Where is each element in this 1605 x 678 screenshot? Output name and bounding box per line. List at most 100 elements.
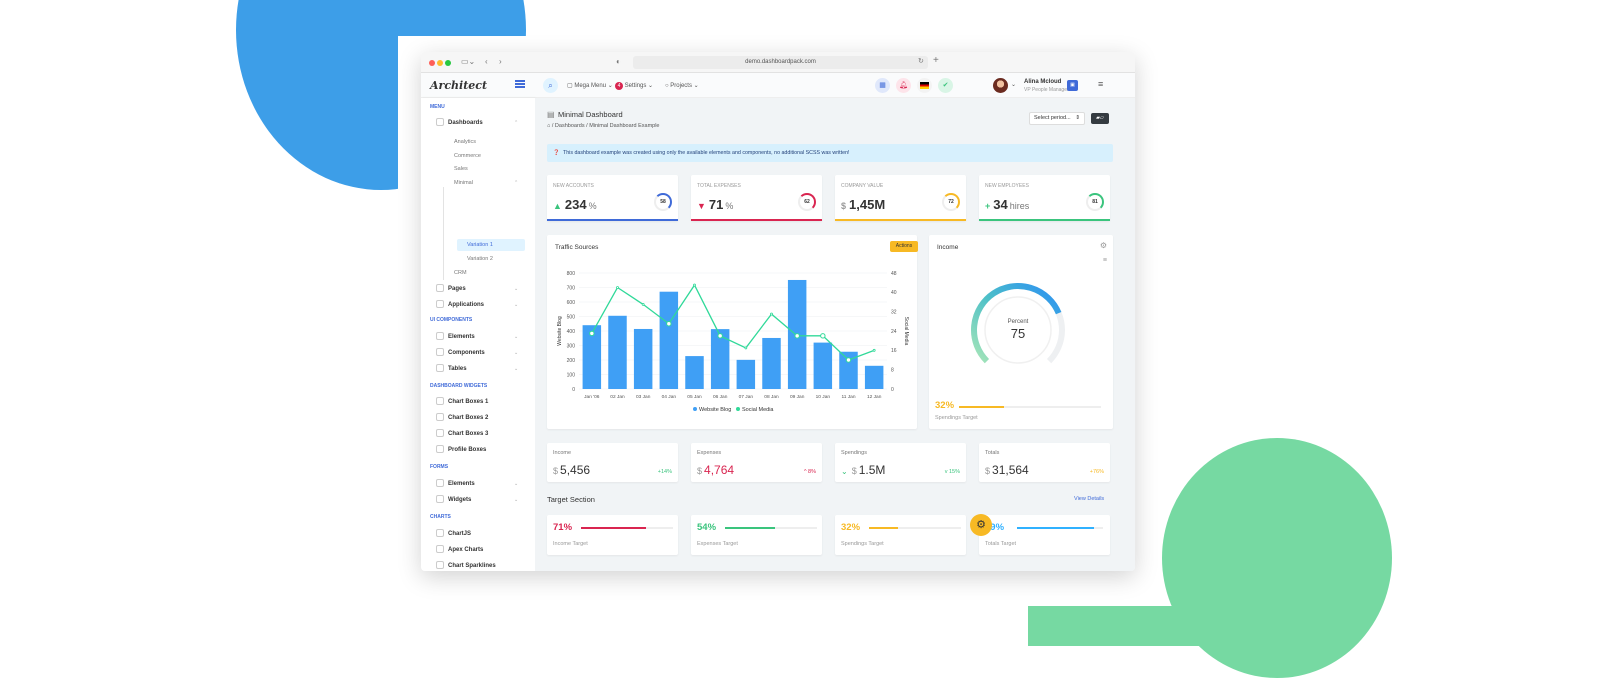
target-label: Totals Target [985,541,1017,547]
sidebar-item-elements[interactable]: Elements [448,334,475,340]
target-bar [869,527,961,529]
gear-icon[interactable]: ⚙ [1099,241,1107,250]
maximize-window-button[interactable] [445,60,451,66]
app-logo[interactable]: Architect [430,79,488,92]
traffic-sources-card: Traffic Sources Actions 0 100 200 300 400 500… [547,235,918,429]
line-point [770,312,773,316]
y-tick-label: 700 [567,285,576,291]
sidebar-item-chart-boxes-2[interactable]: Chart Boxes 2 [448,415,489,421]
y2-tick-label: 16 [891,348,897,354]
bar [736,359,756,389]
sidebar: Menu Dashboards ⌃ Analytics Commerce Sal… [421,98,535,571]
summary-number: 4,764 [704,463,735,477]
target-value: 89% [985,522,1005,533]
forward-icon[interactable]: › [499,57,502,66]
hamburger-icon[interactable] [515,80,525,88]
sidebar-item-form-widgets[interactable]: Widgets [448,497,472,503]
back-icon[interactable]: ‹ [485,57,488,66]
sidebar-item-dashboards[interactable]: Dashboards [448,120,483,126]
kpi-ring: 81 [1086,193,1104,211]
legend-marker [693,407,697,411]
sidebar-item-apex-charts[interactable]: Apex Charts [448,547,484,553]
chevron-down-icon: ⌄ [514,366,519,372]
sidebar-item-components[interactable]: Components [448,350,485,356]
chevron-down-icon: ⌄ [514,286,519,292]
sidebar-item-tables[interactable]: Tables [448,366,467,372]
sidebar-item-analytics[interactable]: Analytics [454,139,477,145]
income-target-value: 32% [935,400,955,411]
menu-mega[interactable]: ▢ Mega Menu ⌄ [567,83,613,89]
y2-axis-label: Social Media [903,317,909,346]
sidebar-item-crm[interactable]: CRM [454,270,467,276]
toggle-button[interactable]: ▰▱ [1091,113,1109,124]
sidebar-heading-menu: Menu [430,104,445,110]
sidebar-item-sales[interactable]: Sales [454,166,468,172]
actions-button[interactable]: Actions [890,241,918,252]
sidebar-item-form-elements[interactable]: Elements [448,481,475,487]
bar [659,291,679,389]
page-title: Minimal Dashboard [558,110,623,119]
y2-tick-label: 0 [891,387,894,393]
legend-marker [736,407,740,411]
grid-icon[interactable]: ▦ [875,78,890,93]
legend-label: Website Blog [699,407,731,413]
reload-icon[interactable]: ↻ [918,58,924,65]
line-point [693,283,696,287]
kpi-value: $1,45M [841,197,887,212]
settings-fab[interactable]: ⚙ [970,514,992,536]
summary-label: Income [553,450,572,456]
summary-label: Totals [985,450,1000,456]
breadcrumb-current: Minimal Dashboard Example [589,123,660,129]
y-tick-label: 800 [567,271,576,277]
home-icon[interactable]: ⌂ [547,123,551,129]
breadcrumb-dashboards[interactable]: Dashboards [554,123,585,129]
rocket-icon [436,118,444,126]
new-tab-icon[interactable]: + [933,55,939,66]
flag-germany-icon[interactable] [917,78,932,93]
menu-icon[interactable]: ≡ [1098,79,1104,89]
menu-settings[interactable]: 4 Settings ⌄ [615,82,653,90]
minimize-window-button[interactable] [437,60,443,66]
summary-currency: $ [697,466,703,476]
close-window-button[interactable] [429,60,435,66]
sidebar-item-minimal[interactable]: Minimal [454,180,473,186]
bell-icon[interactable]: 🔔︎ [896,78,911,93]
calendar-icon[interactable]: ▣ [1067,80,1078,91]
sidebar-item-chartjs[interactable]: ChartJS [448,531,472,537]
kpi-ring: 62 [798,193,816,211]
address-bar[interactable]: demo.dashboardpack.com [633,56,928,69]
sidebar-item-commerce[interactable]: Commerce [454,153,481,159]
x-tick-label: 10 Jan [816,394,831,400]
sidebar-toggle-icon[interactable]: ▭⌄ [461,57,476,66]
avatar[interactable] [993,78,1008,93]
sidebar-item-chart-boxes-1[interactable]: Chart Boxes 1 [448,399,489,405]
info-icon: ❓ [553,150,560,156]
bar [608,315,627,389]
sidebar-item-applications[interactable]: Applications [448,302,485,308]
sidebar-item-profile-boxes[interactable]: Profile Boxes [448,447,487,453]
gauge-center [984,296,1052,364]
line-point [794,333,800,339]
sidebar-item-variation-2[interactable]: Variation 2 [467,256,493,262]
kpi-label: Company Value [841,183,884,189]
kpi-unit: % [588,201,597,211]
summary-value: $31,564 [985,463,1029,477]
kpi-accent-bar [691,219,822,221]
search-icon[interactable]: ⌕ [543,78,558,93]
chevron-down-icon[interactable]: ⌄ [1011,82,1017,88]
sidebar-item-pages[interactable]: Pages [448,286,466,292]
sidebar-item-chart-sparklines[interactable]: Chart Sparklines [448,563,496,569]
view-details-link[interactable]: View Details [1074,496,1105,502]
period-select[interactable]: Select period... ⇕ [1029,112,1085,125]
kpi-accent-bar [835,219,966,221]
x-tick-label: 11 Jan [841,394,855,400]
sidebar-item-variation-1[interactable]: Variation 1 [467,242,493,248]
menu-icon[interactable]: ≡ [1102,257,1107,264]
menu-projects[interactable]: ○ Projects ⌄ [665,83,699,89]
kpi-prefix: + [985,201,991,211]
sidebar-item-chart-boxes-3[interactable]: Chart Boxes 3 [448,431,489,437]
check-icon[interactable]: ✔ [938,78,953,93]
kpi-number: 1,45M [849,197,886,212]
light-icon [436,479,444,487]
shield-icon[interactable]: ◐ [616,57,621,66]
